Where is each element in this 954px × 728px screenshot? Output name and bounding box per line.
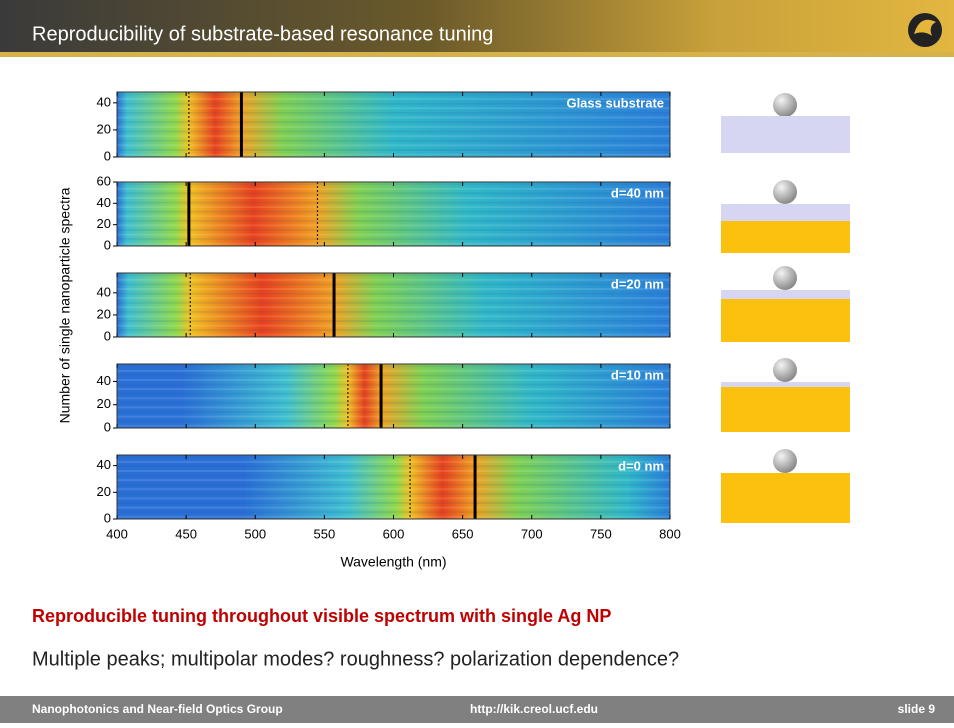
y-tick-label: 20 — [97, 216, 111, 231]
x-tick-label: 700 — [521, 526, 543, 541]
panel-label: Glass substrate — [566, 95, 664, 110]
heatmap — [117, 364, 670, 428]
slide-title: Reproducibility of substrate-based reson… — [32, 23, 493, 45]
x-tick-label: 550 — [314, 526, 336, 541]
x-tick-label: 500 — [244, 526, 266, 541]
y-tick-label: 40 — [97, 373, 111, 388]
x-tick-label: 750 — [590, 526, 612, 541]
panel-label: d=20 nm — [611, 276, 664, 291]
substrate-diagrams — [721, 93, 850, 523]
logo — [908, 13, 942, 47]
x-tick-label: 450 — [175, 526, 197, 541]
y-tick-label: 60 — [97, 173, 111, 188]
heatmap — [117, 273, 670, 337]
body-text: Multiple peaks; multipolar modes? roughn… — [32, 648, 679, 670]
footer-group: Nanophotonics and Near-field Optics Grou… — [32, 702, 283, 716]
header-rule — [0, 52, 954, 57]
x-tick-label: 400 — [106, 526, 128, 541]
panel-label: d=0 nm — [618, 458, 664, 473]
headline: Reproducible tuning throughout visible s… — [32, 606, 611, 626]
panel-label: d=10 nm — [611, 367, 664, 382]
x-tick-label: 650 — [452, 526, 474, 541]
y-tick-label: 0 — [104, 510, 111, 525]
x-axis-label: Wavelength (nm) — [340, 554, 446, 570]
y-tick-label: 20 — [97, 306, 111, 321]
x-tick-label: 800 — [659, 526, 681, 541]
y-tick-label: 0 — [104, 328, 111, 343]
heatmap — [117, 182, 670, 246]
y-tick-label: 40 — [97, 457, 111, 472]
y-tick-label: 0 — [104, 148, 111, 163]
y-tick-label: 40 — [97, 284, 111, 299]
heatmap — [117, 455, 670, 519]
y-tick-label: 20 — [97, 484, 111, 499]
y-tick-label: 0 — [104, 419, 111, 434]
y-axis-label: Number of single nanoparticle spectra — [57, 187, 73, 423]
footer-url: http://kik.creol.ucf.edu — [470, 702, 598, 716]
y-tick-label: 40 — [97, 195, 111, 210]
y-tick-label: 40 — [97, 94, 111, 109]
x-tick-label: 600 — [383, 526, 405, 541]
footer-slide: slide 9 — [898, 702, 936, 716]
y-tick-label: 20 — [97, 121, 111, 136]
y-tick-label: 20 — [97, 396, 111, 411]
panel-label: d=40 nm — [611, 185, 664, 200]
y-tick-label: 0 — [104, 237, 111, 252]
slide: Reproducibility of substrate-based reson… — [0, 0, 954, 723]
